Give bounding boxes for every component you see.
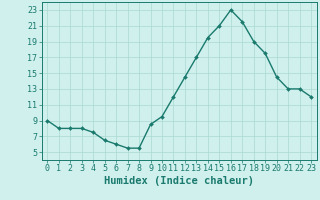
- X-axis label: Humidex (Indice chaleur): Humidex (Indice chaleur): [104, 176, 254, 186]
